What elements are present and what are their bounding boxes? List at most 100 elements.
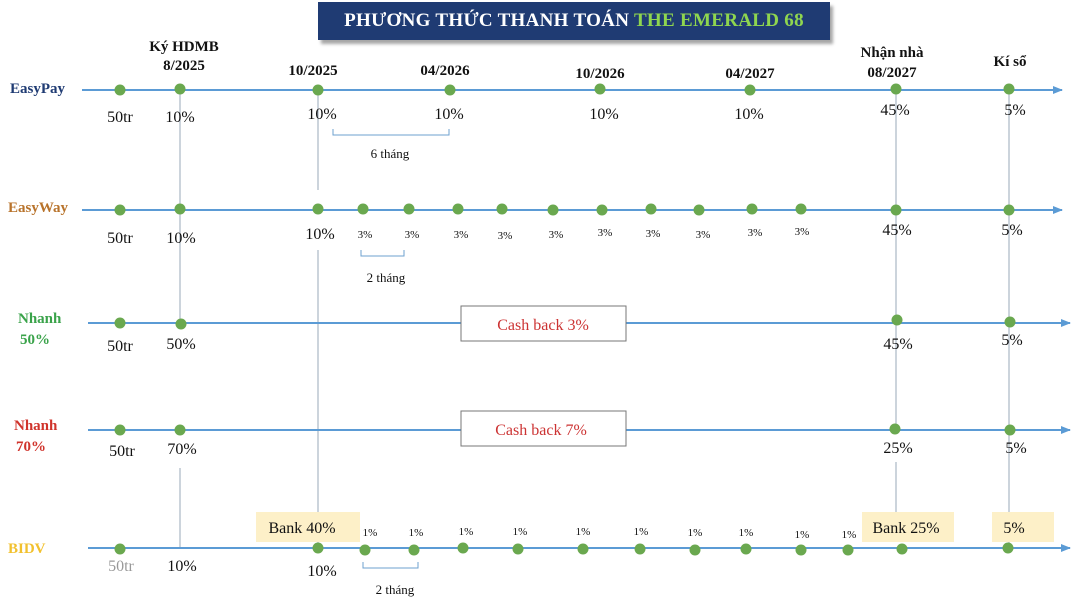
cashback-boxes: Cash back 3% Cash back 7% [460,305,627,447]
bank-box-handover [862,512,954,542]
dot [744,84,756,96]
milestone-apr2026: 04/2026 [420,63,470,79]
nhanh50-sign: 50% [166,336,195,353]
easyway-installment: 3% [598,227,613,239]
dot [357,203,369,215]
easypay-installment: 10% [434,106,463,123]
nhanh50-handover: 45% [883,336,912,353]
bracket-bidv [362,562,419,569]
easyway-sign: 10% [166,230,195,247]
bank-text-handover: Bank 25% [872,520,939,537]
dots-easyway [114,203,1015,216]
dot [689,544,701,556]
dot [1002,542,1014,554]
plan-labels: EasyPay EasyWay Nhanh 50% Nhanh 70% BIDV [8,81,69,557]
bidv-installment: 1% [688,527,703,539]
dot [596,204,608,216]
dots-nhanh50 [114,314,1016,330]
plan-label-bidv: BIDV [8,541,46,557]
title-banner: PHƯƠNG THỨC THANH TOÁN THE EMERALD 68 [318,2,830,40]
plan-label-nhanh50-line2: 50% [20,332,50,348]
nhanh70-sign: 70% [167,441,196,458]
easypay-sign: 10% [165,109,194,126]
dot [693,204,705,216]
dot [444,84,456,96]
dots-easypay [114,83,1015,96]
milestone-sign-line2: 8/2025 [163,58,205,74]
easypay-deposit: 50tr [107,109,133,126]
milestone-title-deed: Kí sổ [994,54,1027,70]
dot [746,203,758,215]
dot [645,203,657,215]
bidv-installment: 1% [576,526,591,538]
easyway-deposit: 50tr [107,230,133,247]
nhanh70-title-deed: 5% [1005,440,1026,457]
dot [740,543,752,555]
dot [114,317,126,329]
dot [114,204,126,216]
dot [114,84,126,96]
bidv-installment: 1% [409,527,424,539]
easypay-handover: 45% [880,102,909,119]
bracket-easyway [360,250,405,257]
dot [1003,83,1015,95]
nhanh50-title-deed: 5% [1001,332,1022,349]
dot [452,203,464,215]
easyway-installment: 3% [748,227,763,239]
easypay-installment: 10% [589,106,618,123]
interval-brackets [332,129,450,569]
bank-box-title-deed [992,512,1054,542]
plan-label-easyway: EasyWay [8,200,69,216]
bidv-installment: 1% [842,529,857,541]
labels-easypay: 50tr 10% 10% 10% 10% 10% 45% 5% [107,102,1026,126]
labels-easyway: 50tr 10% 10% 45% 5% [107,222,1023,247]
easyway-installment: 3% [454,229,469,241]
interval-notes: 6 tháng 2 tháng 2 tháng [367,146,415,597]
title-prefix: PHƯƠNG THỨC THANH TOÁN [344,10,630,31]
dot [594,83,606,95]
bidv-installment: 1% [634,526,649,538]
milestone-sign-line1: Ký HDMB [149,39,219,55]
dot [891,314,903,326]
dot [795,203,807,215]
milestone-oct2025: 10/2025 [288,63,337,79]
title-accent: THE EMERALD 68 [633,10,804,31]
easypay-installment: 10% [734,106,763,123]
easypay-installment: 10% [307,106,336,123]
easyway-installment: 3% [358,229,373,241]
dot [174,203,186,215]
dots-nhanh70 [114,423,1016,436]
dot [114,543,126,555]
easyway-installment: 3% [646,228,661,240]
dot [457,542,469,554]
nhanh70-handover: 25% [883,440,912,457]
easypay-title-deed: 5% [1004,102,1025,119]
easyway-installment: 3% [405,229,420,241]
dot [403,203,415,215]
bank-text-first: Bank 40% [268,520,335,537]
dot [795,544,807,556]
dot [842,544,854,556]
dot [496,203,508,215]
nhanh50-deposit: 50tr [107,338,133,355]
labels-nhanh70: 50tr 70% 25% 5% [109,440,1027,460]
milestone-handover-line1: Nhận nhà [861,45,924,61]
interval-note-easypay: 6 tháng [371,146,410,161]
milestone-headers: Ký HDMB 8/2025 10/2025 04/2026 10/2026 0… [149,39,1027,82]
bidv-installment: 1% [795,529,810,541]
cashback-box-nhanh70 [460,410,627,447]
bidv-first: 10% [307,563,336,580]
bidv-installment: 1% [513,526,528,538]
dot [1004,424,1016,436]
bidv-title-deed: 5% [1003,520,1024,537]
interval-note-easyway: 2 tháng [367,270,406,285]
cashback-text-nhanh50: Cash back 3% [497,317,589,334]
easyway-handover: 45% [882,222,911,239]
easyway-first: 10% [305,226,334,243]
dot [896,543,908,555]
bank-box-first [256,512,360,542]
interval-note-bidv: 2 tháng [376,582,415,597]
dot [312,542,324,554]
bidv-deposit: 50tr [108,558,134,575]
